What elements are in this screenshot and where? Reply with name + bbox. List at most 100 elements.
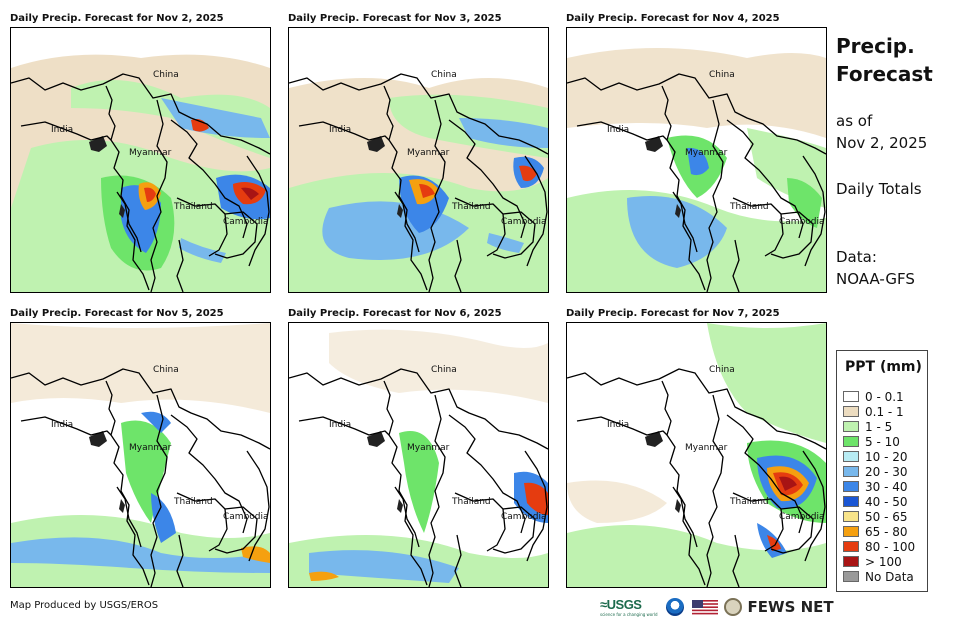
map-frame-6[interactable]: China India Myanmar Thailand Cambodia	[566, 322, 827, 588]
legend-item: 30 - 40	[843, 479, 908, 494]
legend-item: 50 - 65	[843, 509, 908, 524]
map-series-title: Precip. Forecast	[836, 34, 933, 86]
noaa-logo	[665, 598, 684, 616]
label-india: India	[607, 125, 629, 135]
label-china: China	[153, 365, 179, 375]
us-flag-icon	[691, 599, 718, 615]
legend-swatch	[843, 496, 859, 507]
label-cambodia: Cambodia	[501, 512, 547, 522]
as-of-date: Nov 2, 2025	[836, 134, 928, 152]
legend-label: 0.1 - 1	[865, 404, 904, 419]
panel-title-5: Daily Precip. Forecast for Nov 6, 2025	[288, 308, 502, 319]
label-india: India	[329, 125, 351, 135]
precip-map-nov-3: China India Myanmar Thailand Cambodia	[289, 28, 548, 292]
legend-label: 80 - 100	[865, 539, 916, 554]
precip-map-nov-7: China India Myanmar Thailand Cambodia	[567, 323, 826, 587]
panel-title-4: Daily Precip. Forecast for Nov 5, 2025	[10, 308, 224, 319]
label-cambodia: Cambodia	[223, 512, 269, 522]
legend-label: 20 - 30	[865, 464, 908, 479]
precip-map-nov-4: China India Myanmar Thailand Cambodia	[567, 28, 826, 292]
label-myanmar: Myanmar	[129, 148, 172, 158]
legend-swatch	[843, 421, 859, 432]
map-frame-1[interactable]: China India Myanmar Thailand Cambodia	[10, 27, 271, 293]
panel-title-2: Daily Precip. Forecast for Nov 3, 2025	[288, 13, 502, 24]
precip-map-nov-2: China India Myanmar Thailand Cambodia	[11, 28, 270, 292]
label-cambodia: Cambodia	[223, 217, 269, 227]
legend-label: 30 - 40	[865, 479, 908, 494]
map-frame-3[interactable]: China India Myanmar Thailand Cambodia	[566, 27, 827, 293]
panel-title-6: Daily Precip. Forecast for Nov 7, 2025	[566, 308, 780, 319]
label-china: China	[153, 70, 179, 80]
usgs-logo: ≈USGS science for a changing world	[600, 597, 658, 617]
label-thailand: Thailand	[451, 202, 491, 212]
legend-swatch	[843, 556, 859, 567]
map-frame-4[interactable]: China India Myanmar Thailand Cambodia	[10, 322, 271, 588]
legend-item: 65 - 80	[843, 524, 908, 539]
label-thailand: Thailand	[173, 497, 213, 507]
legend-label: 65 - 80	[865, 524, 908, 539]
legend-label: 10 - 20	[865, 449, 908, 464]
label-thailand: Thailand	[173, 202, 213, 212]
legend-swatch	[843, 541, 859, 552]
data-source-value: NOAA-GFS	[836, 270, 915, 288]
state-department-seal-icon	[723, 598, 742, 616]
precip-map-nov-6: China India Myanmar Thailand Cambodia	[289, 323, 548, 587]
label-china: China	[431, 70, 457, 80]
label-china: China	[709, 70, 735, 80]
panel-title-1: Daily Precip. Forecast for Nov 2, 2025	[10, 13, 224, 24]
legend-label: No Data	[865, 569, 914, 584]
legend-swatch	[843, 391, 859, 402]
label-india: India	[51, 125, 73, 135]
map-frame-5[interactable]: China India Myanmar Thailand Cambodia	[288, 322, 549, 588]
legend-item: No Data	[843, 569, 914, 584]
legend-swatch	[843, 406, 859, 417]
legend-item: 5 - 10	[843, 434, 900, 449]
legend-label: 40 - 50	[865, 494, 908, 509]
legend-item: > 100	[843, 554, 902, 569]
legend-item: 0 - 0.1	[843, 389, 904, 404]
legend-item: 0.1 - 1	[843, 404, 904, 419]
legend-swatch	[843, 466, 859, 477]
as-of-label: as of	[836, 112, 873, 130]
fews-net-logo: FEWS NET	[747, 598, 834, 616]
label-thailand: Thailand	[451, 497, 491, 507]
legend-item: 10 - 20	[843, 449, 908, 464]
legend-item: 20 - 30	[843, 464, 908, 479]
legend-swatch	[843, 436, 859, 447]
legend-item: 40 - 50	[843, 494, 908, 509]
label-china: China	[709, 365, 735, 375]
map-credit: Map Produced by USGS/EROS	[10, 600, 159, 611]
map-frame-2[interactable]: China India Myanmar Thailand Cambodia	[288, 27, 549, 293]
label-china: China	[431, 365, 457, 375]
legend-label: 0 - 0.1	[865, 389, 904, 404]
label-cambodia: Cambodia	[501, 217, 547, 227]
label-myanmar: Myanmar	[129, 443, 172, 453]
label-cambodia: Cambodia	[779, 512, 825, 522]
legend-label: 5 - 10	[865, 434, 900, 449]
legend-label: 50 - 65	[865, 509, 908, 524]
legend-item: 80 - 100	[843, 539, 915, 554]
legend-item: 1 - 5	[843, 419, 892, 434]
data-source-label: Data:	[836, 248, 877, 266]
legend-title: PPT (mm)	[845, 359, 922, 375]
legend-swatch	[843, 481, 859, 492]
daily-totals-label: Daily Totals	[836, 180, 922, 198]
legend-label: 1 - 5	[865, 419, 893, 434]
label-myanmar: Myanmar	[685, 443, 728, 453]
logo-bar: ≈USGS science for a changing world FEWS …	[600, 596, 834, 618]
legend-swatch	[843, 451, 859, 462]
label-thailand: Thailand	[729, 202, 769, 212]
label-myanmar: Myanmar	[407, 443, 450, 453]
label-india: India	[329, 420, 351, 430]
panel-title-3: Daily Precip. Forecast for Nov 4, 2025	[566, 13, 780, 24]
legend-swatch	[843, 526, 859, 537]
legend-swatch	[843, 511, 859, 522]
label-india: India	[607, 420, 629, 430]
label-myanmar: Myanmar	[407, 148, 450, 158]
legend-label: > 100	[865, 554, 902, 569]
precip-map-nov-5: China India Myanmar Thailand Cambodia	[11, 323, 270, 587]
label-thailand: Thailand	[729, 497, 769, 507]
label-myanmar: Myanmar	[685, 148, 728, 158]
legend-swatch	[843, 571, 859, 582]
